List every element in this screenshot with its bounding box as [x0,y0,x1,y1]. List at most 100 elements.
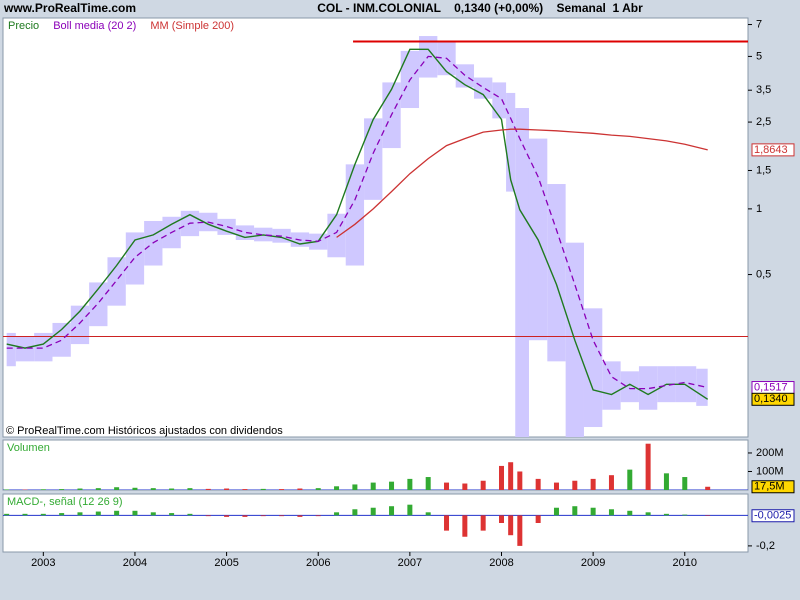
bar [627,469,633,490]
bollinger-band [565,242,584,437]
bar [682,477,688,490]
value-marker [751,392,795,406]
bar [224,488,230,490]
macd-panel [2,493,749,553]
bar [260,515,266,517]
axes: 7 5 3,5 2,5 1,5 1 0,5 Precio Boll media (20 2) MM… [7,18,795,569]
y-tick-label: 200M [756,447,784,459]
bollinger-band [547,184,566,362]
bar [4,513,10,516]
y-tick-label: 1 [756,203,762,215]
bar [425,512,431,516]
series-line [6,48,709,400]
bollinger-band [620,371,639,403]
bar [389,481,395,490]
legend-entry: Precio [8,20,39,32]
footnote: © ProRealTime.com Históricos ajustados c… [6,425,283,437]
x-tick-label: 2008 [489,557,513,569]
x-tick-label: 2006 [306,557,330,569]
bar [663,513,669,516]
bar [444,515,450,531]
bar [150,488,156,490]
bollinger-band [602,361,621,410]
bar [508,515,514,536]
bar [40,513,46,516]
value-marker [751,509,795,523]
bar [315,488,321,490]
bar [370,482,376,490]
bar [608,509,614,516]
bollinger-band [107,257,126,306]
bar [389,506,395,516]
bar [480,480,486,490]
x-tick-label: 2003 [31,557,55,569]
value-marker-label: 17,5M [754,481,785,493]
bar [242,515,248,517]
bar [517,515,523,546]
bar [508,462,514,490]
bar [260,488,266,490]
volume-plot [3,443,748,490]
bollinger-band [638,366,658,410]
x-tick-label: 2005 [214,557,238,569]
bar [572,480,578,490]
bollinger-band [52,322,71,357]
bar [553,507,559,516]
bollinger-band [6,332,16,367]
bar [682,514,688,516]
value-marker-label: 0,1340 [754,393,788,405]
bar [205,488,211,490]
y-tick-label: 3,5 [756,84,771,96]
bollinger-band [474,77,493,99]
legend-entry: MM (Simple 200) [150,20,234,32]
bar [517,471,523,490]
bar [645,443,651,490]
panel-title: Volumen [7,442,50,454]
bar [480,515,486,531]
panel-title: MACD-, señal (12 26 9) [7,496,123,508]
bollinger-band [327,213,346,258]
bar [627,510,633,516]
bar [535,478,541,490]
bar [370,507,376,516]
series-line [6,55,708,390]
bollinger-band [515,108,529,437]
bar [114,510,120,516]
bar [498,515,504,523]
x-tick-label: 2007 [398,557,422,569]
bar [95,488,101,490]
bar [498,465,504,490]
bar [705,486,711,490]
bollinger-band [675,366,697,403]
y-tick-label: 1,5 [756,164,771,176]
bar [132,487,138,490]
bar [4,489,10,490]
value-marker [751,143,795,157]
bar [114,487,120,490]
bollinger-band [217,218,236,235]
bar [645,512,651,516]
bar [462,515,468,537]
price-plot [3,36,748,437]
value-marker [751,480,795,494]
bar [407,478,413,490]
bar [334,512,340,516]
bar [187,488,193,490]
value-marker-label: 0,1517 [754,381,788,393]
bar [77,512,83,516]
x-tick-label: 2010 [673,557,697,569]
bar [352,509,358,516]
chart-title: COL - INM.COLONIAL 0,1340 (+0,00%) Seman… [317,1,643,15]
x-tick-label: 2009 [581,557,605,569]
bar [535,515,541,523]
y-tick-label: 2,5 [756,116,771,128]
bar [95,511,101,516]
price-panel [2,17,749,438]
macd-plot [3,504,748,546]
bollinger-band [345,164,365,266]
bar [150,512,156,516]
y-tick-label: -0,2 [756,540,775,552]
bar [242,489,248,490]
bar [59,513,65,516]
